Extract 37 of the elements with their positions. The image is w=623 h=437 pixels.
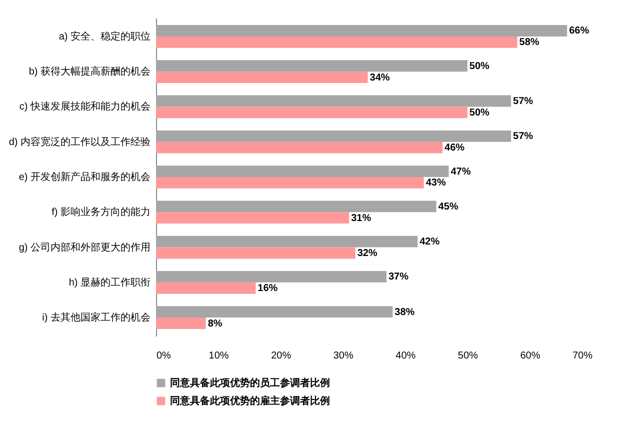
x-tick-label: 70% — [572, 350, 593, 362]
x-tick-label: 40% — [396, 350, 416, 362]
y-tick-label: c) 快速发展技能和能力的机会 — [19, 100, 150, 113]
data-label: 66% — [569, 26, 590, 37]
y-tick-label: d) 内容宽泛的工作以及工作经验 — [8, 136, 150, 148]
data-label: 37% — [388, 272, 409, 283]
data-label: 50% — [469, 107, 490, 118]
y-tick-label: e) 开发创新产品和服务的机会 — [18, 171, 150, 183]
x-tick-label: 60% — [520, 350, 540, 362]
x-tick-label: 10% — [208, 350, 229, 362]
x-tick-label: 30% — [333, 350, 354, 362]
data-label: 57% — [513, 131, 534, 142]
data-label: 8% — [208, 318, 222, 330]
data-label: 38% — [394, 306, 415, 318]
legend-label: 同意具备此项优势的雇主参调者比例 — [170, 395, 330, 407]
data-label: 57% — [513, 96, 534, 108]
data-label: 42% — [420, 236, 440, 248]
y-tick-label: f) 影响业务方向的能力 — [52, 206, 150, 218]
legend-label: 同意具备此项优势的员工参调者比例 — [170, 377, 330, 389]
data-label: 32% — [357, 248, 378, 259]
x-tick-label: 50% — [458, 350, 478, 362]
y-tick-label: g) 公司内部和外部更大的作用 — [18, 241, 150, 254]
x-tick-label: 20% — [271, 350, 292, 362]
data-label: 34% — [370, 72, 390, 84]
data-label: 46% — [444, 142, 465, 154]
data-label: 45% — [438, 201, 458, 212]
data-label: 16% — [258, 283, 278, 294]
y-tick-label: a) 安全、稳定的职位 — [58, 30, 150, 42]
data-label: 47% — [450, 166, 471, 178]
y-tick-label: i) 去其他国家工作的机会 — [42, 312, 150, 324]
data-label: 58% — [519, 37, 540, 48]
y-tick-label: b) 获得大幅提高薪酬的机会 — [28, 66, 150, 78]
data-label: 43% — [426, 178, 446, 189]
x-tick-label: 0% — [156, 350, 172, 362]
data-label: 31% — [351, 212, 372, 224]
data-label: 50% — [469, 60, 490, 72]
y-tick-label: h) 显赫的工作职衔 — [68, 276, 150, 288]
